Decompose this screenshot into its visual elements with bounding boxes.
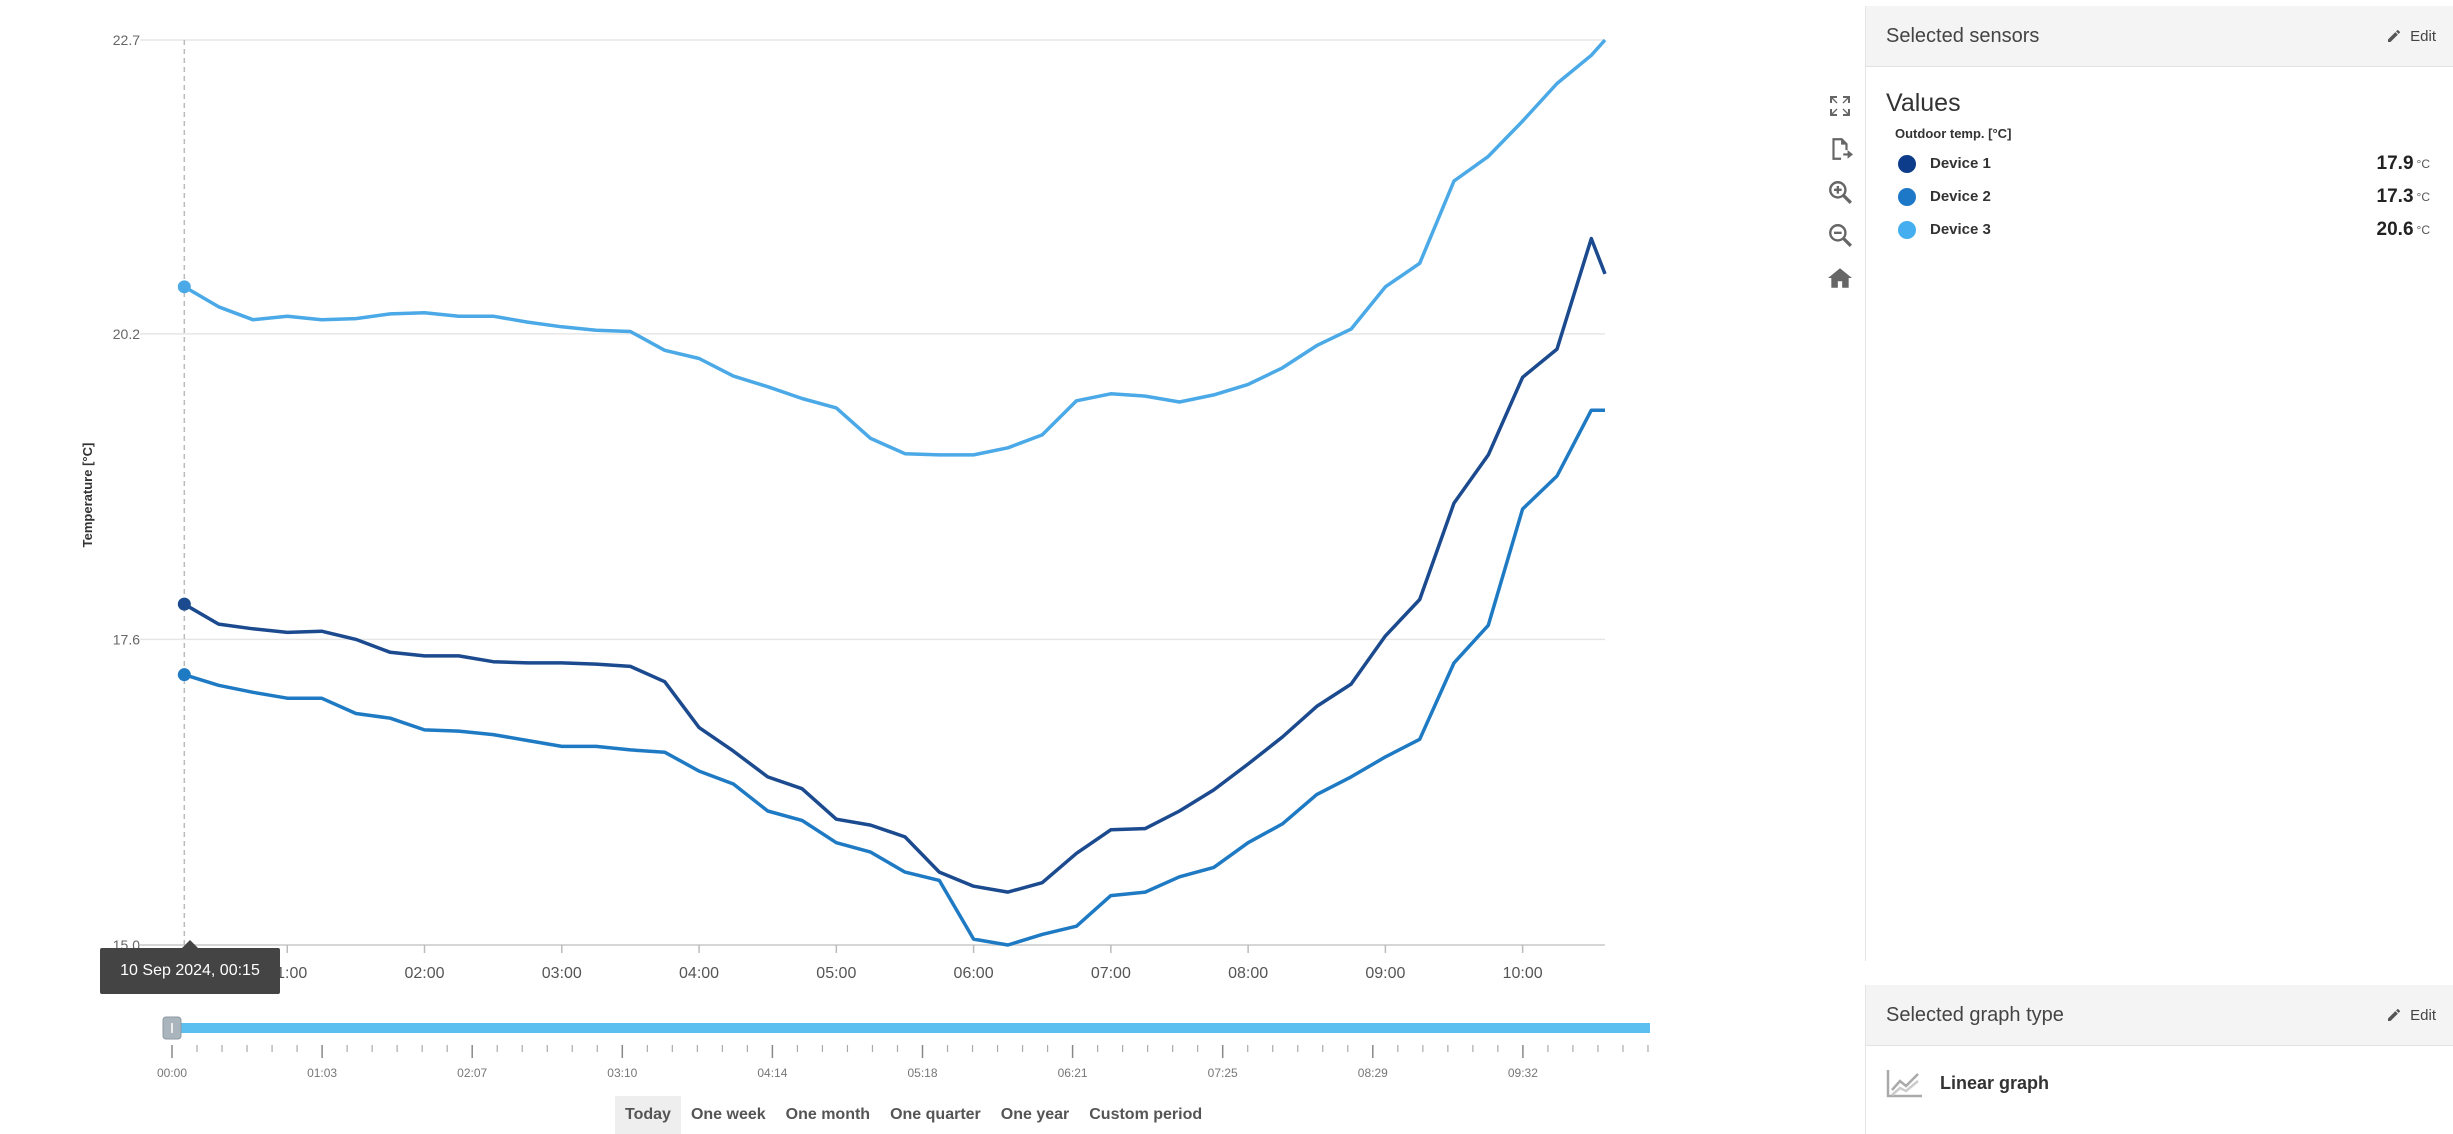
period-one-year[interactable]: One year	[991, 1096, 1079, 1134]
export-file-icon[interactable]	[1822, 131, 1858, 167]
line-graph-icon	[1886, 1070, 1922, 1098]
navigator-tick-label: 09:32	[1508, 1066, 1538, 1080]
zoom-in-icon[interactable]	[1822, 174, 1858, 210]
graph-type-panel-header: Selected graph type Edit	[1866, 985, 2453, 1046]
series-line-device-2	[183, 408, 1605, 947]
zoom-out-icon[interactable]	[1822, 217, 1858, 253]
graph-type-edit-button[interactable]: Edit	[2386, 1007, 2436, 1024]
y-tick-label: 20.2	[113, 326, 140, 342]
sensor-row-device-3[interactable]: Device 3 20.6 °C	[1866, 213, 2453, 246]
sensor-name: Device 3	[1930, 221, 1991, 238]
period-custom[interactable]: Custom period	[1079, 1096, 1212, 1134]
series-line-device-1	[183, 236, 1607, 894]
navigator-tick-label: 01:03	[307, 1066, 337, 1080]
navigator-tick-label: 08:29	[1358, 1066, 1388, 1080]
pencil-icon	[2388, 29, 2401, 42]
selected-sensors-panel: Selected sensors Edit Values Outdoor tem…	[1865, 6, 2453, 961]
pencil-icon	[2388, 1008, 2401, 1021]
sensors-edit-button[interactable]: Edit	[2386, 28, 2436, 45]
hover-marker-device-1	[177, 597, 191, 611]
x-tick-label: 04:00	[679, 965, 719, 982]
chart-tooltip: 10 Sep 2024, 00:15	[100, 940, 280, 994]
y-tick-label: 17.6	[113, 631, 140, 647]
navigator-tick-label: 05:18	[907, 1066, 937, 1080]
series-line-device-3	[183, 38, 1607, 457]
navigator-tick-label: 00:00	[157, 1066, 187, 1080]
navigator-tick-label: 02:07	[457, 1066, 487, 1080]
sensor-unit: °C	[2416, 189, 2430, 204]
sensors-edit-label: Edit	[2410, 27, 2436, 45]
navigator-tick-label: 06:21	[1058, 1066, 1088, 1080]
sensor-value: 17.9	[2376, 152, 2414, 174]
period-one-month[interactable]: One month	[776, 1096, 880, 1134]
sensor-value: 20.6	[2376, 218, 2414, 240]
x-tick-label: 10:00	[1503, 965, 1543, 982]
legend-dot-device-2	[1898, 187, 1916, 206]
sensor-unit: °C	[2416, 222, 2430, 237]
sensor-group-label: Outdoor temp. [°C]	[1895, 126, 2012, 141]
values-title: Values	[1886, 89, 1961, 117]
selected-graph-type-panel: Selected graph type Edit Linear graph	[1865, 985, 2453, 1134]
x-tick-label: 02:00	[405, 965, 445, 982]
sensor-name: Device 2	[1930, 188, 1991, 205]
period-today[interactable]: Today	[615, 1096, 681, 1134]
graph-type-label: Linear graph	[1940, 1072, 2050, 1093]
sensors-panel-header: Selected sensors Edit	[1866, 6, 2453, 67]
navigator-tick-label: 03:10	[607, 1066, 637, 1080]
graph-type-panel-title: Selected graph type	[1886, 1003, 2064, 1026]
x-tick-label: 07:00	[1091, 965, 1131, 982]
fullscreen-icon[interactable]	[1822, 88, 1858, 124]
chart-toolbar	[1822, 88, 1862, 303]
x-tick-label: 06:00	[954, 965, 994, 982]
x-tick-label: 05:00	[816, 965, 856, 982]
chart-area: 15.0 17.6 20.2 22.7 Temperature [°C] 01:00 02:…	[80, 32, 1650, 1080]
navigator-track	[172, 1023, 1650, 1033]
graph-type-edit-label: Edit	[2410, 1006, 2436, 1024]
hover-marker-device-2	[177, 668, 191, 682]
legend-dot-device-3	[1898, 220, 1916, 239]
sensor-row-device-2[interactable]: Device 2 17.3 °C	[1866, 180, 2453, 213]
hover-marker-device-3	[177, 280, 191, 294]
sensor-name: Device 1	[1930, 155, 1991, 172]
x-tick-label: 09:00	[1365, 965, 1405, 982]
graph-type-row: Linear graph	[1866, 1046, 2453, 1098]
navigator-tick-label: 04:14	[757, 1066, 787, 1080]
x-tick-label: 08:00	[1228, 965, 1268, 982]
y-axis-label: Temperature [°C]	[80, 443, 95, 548]
navigator-tick-label: 07:25	[1208, 1066, 1238, 1080]
period-one-quarter[interactable]: One quarter	[880, 1096, 991, 1134]
period-one-week[interactable]: One week	[681, 1096, 776, 1134]
home-icon[interactable]	[1822, 260, 1858, 296]
period-selector: Today One week One month One quarter One…	[615, 1096, 1212, 1134]
sensor-unit: °C	[2416, 156, 2430, 171]
legend-dot-device-1	[1898, 154, 1916, 173]
y-tick-label: 22.7	[113, 32, 140, 48]
sensor-value: 17.3	[2376, 185, 2414, 207]
sensor-row-device-1[interactable]: Device 1 17.9 °C	[1866, 147, 2453, 180]
sensors-panel-title: Selected sensors	[1886, 24, 2040, 47]
x-tick-label: 03:00	[542, 965, 582, 982]
